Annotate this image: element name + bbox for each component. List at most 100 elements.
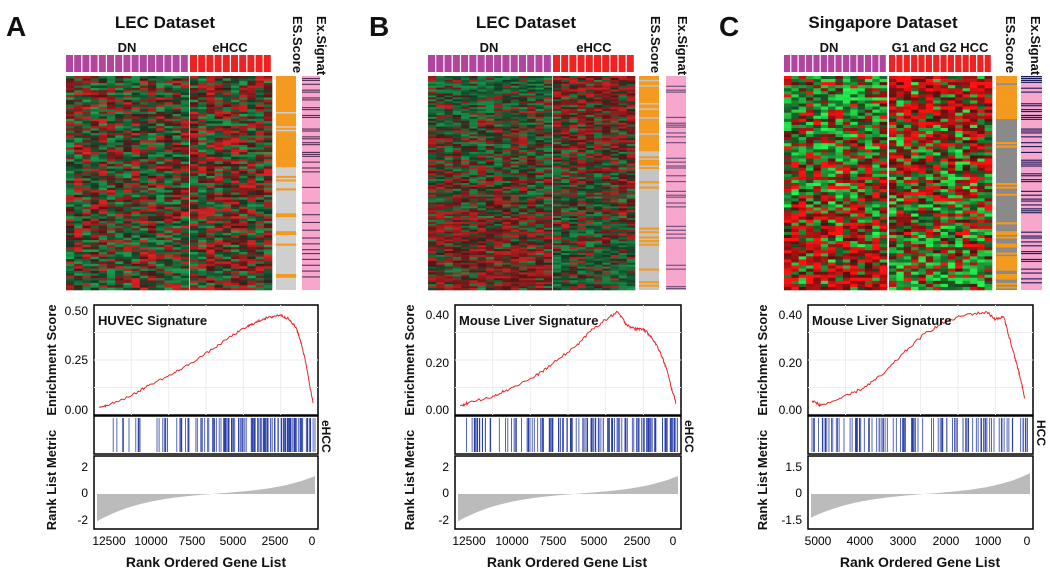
- heatmap-cell: [214, 209, 224, 212]
- heatmap-cell: [263, 218, 273, 222]
- heatmap-cell: [247, 104, 256, 108]
- ex-mark: [302, 151, 320, 153]
- heatmap-cell: [164, 266, 173, 269]
- heatmap-cell: [485, 227, 495, 230]
- heatmap-cell: [452, 83, 462, 87]
- heatmap-cell: [494, 196, 503, 199]
- heatmap-cell: [618, 144, 628, 147]
- heatmap-cell: [461, 241, 470, 244]
- heatmap-cell: [494, 101, 503, 104]
- heatmap-cell: [485, 175, 495, 178]
- heatmap-cell: [123, 104, 132, 108]
- heatmap-cell: [444, 161, 454, 164]
- expression-heatmap: [428, 76, 636, 291]
- heatmap-cell: [263, 287, 273, 291]
- heatmap-cell: [561, 118, 570, 122]
- heatmap-cell: [222, 133, 232, 136]
- heatmap-cell: [477, 278, 487, 281]
- heatmap-cell: [461, 184, 470, 188]
- heatmap-cell: [543, 200, 553, 203]
- heatmap-cell: [428, 190, 437, 194]
- heatmap-cell: [180, 185, 190, 189]
- heatmap-cell: [148, 175, 157, 179]
- heatmap-cell: [436, 286, 445, 289]
- heatmap-cell: [461, 258, 470, 262]
- heatmap-cell: [239, 216, 248, 219]
- heatmap-cell: [90, 161, 100, 165]
- heatmap-cell: [180, 173, 190, 177]
- heatmap-cell: [494, 175, 503, 178]
- heatmap-cell: [180, 187, 190, 191]
- heatmap-cell: [66, 216, 75, 219]
- heatmap-cell: [231, 287, 240, 291]
- heatmap-cell: [535, 216, 545, 219]
- heatmap-cell: [553, 136, 562, 139]
- heatmap-cell: [527, 239, 536, 242]
- heatmap-cell: [485, 130, 495, 133]
- heatmap-cell: [139, 102, 149, 105]
- heatmap-cell: [444, 258, 454, 262]
- heatmap-cell: [436, 192, 445, 195]
- heatmap-cell: [148, 92, 157, 96]
- heatmap-cell: [626, 120, 636, 123]
- heatmap-cell: [123, 223, 132, 227]
- heatmap-cell: [139, 159, 149, 162]
- heatmap-cell: [74, 102, 83, 105]
- heatmap-cell: [494, 103, 503, 106]
- heatmap-cell: [561, 103, 570, 106]
- heatmap-cell: [527, 179, 536, 182]
- heatmap-cell: [198, 218, 207, 222]
- sample-color-bar: [66, 55, 271, 72]
- heatmap-cell: [527, 274, 536, 277]
- heatmap-cell: [190, 232, 199, 236]
- heatmap-cell: [98, 213, 108, 217]
- heatmap-cell: [518, 198, 528, 201]
- sample-color-bar: [428, 55, 634, 72]
- heatmap-cell: [485, 87, 495, 90]
- heatmap-cell: [518, 165, 528, 168]
- es-mark: [276, 213, 296, 216]
- heatmap-cell: [247, 83, 256, 86]
- heatmap-cell: [247, 268, 256, 272]
- heatmap-cell: [527, 132, 536, 135]
- heatmap-cell: [148, 209, 157, 212]
- heatmap-cell: [553, 99, 562, 102]
- heatmap-cell: [255, 173, 265, 177]
- heatmap-cell: [90, 137, 100, 141]
- heatmap-cell: [469, 79, 478, 83]
- heatmap-cell: [626, 198, 636, 201]
- heatmap-cell: [66, 85, 75, 89]
- heatmap-cell: [452, 256, 462, 260]
- heatmap-cell: [485, 231, 495, 234]
- sample-cell-hcc: [602, 55, 610, 72]
- heatmap-cell: [553, 126, 562, 129]
- heatmap-cell: [156, 268, 165, 272]
- heatmap-cell: [626, 177, 636, 180]
- heatmap-cell: [602, 81, 611, 85]
- heatmap-cell: [115, 92, 124, 96]
- heatmap-cell: [444, 177, 454, 180]
- heatmap-cell: [156, 230, 165, 234]
- heatmap-cell: [543, 149, 553, 153]
- ex-mark: [302, 130, 320, 132]
- heatmap-cell: [82, 251, 91, 255]
- heatmap-cell: [535, 111, 545, 114]
- heatmap-cell: [428, 175, 437, 178]
- heatmap-cell: [461, 194, 470, 197]
- heatmap-cell: [602, 147, 611, 151]
- heatmap-cell: [214, 116, 224, 120]
- heatmap-cell: [510, 79, 520, 83]
- heatmap-cell: [90, 244, 100, 248]
- heatmap-cell: [74, 90, 83, 93]
- heatmap-cell: [452, 243, 462, 246]
- heatmap-cell: [239, 95, 248, 98]
- heatmap-cell: [502, 216, 511, 219]
- heatmap-cell: [577, 144, 587, 147]
- heatmap-cell: [477, 239, 487, 242]
- sample-cell-hcc: [190, 55, 197, 72]
- heatmap-cell: [131, 230, 141, 234]
- heatmap-cell: [494, 155, 503, 159]
- heatmap-cell: [172, 111, 182, 115]
- heatmap-cell: [510, 274, 520, 277]
- heatmap-cell: [190, 221, 199, 224]
